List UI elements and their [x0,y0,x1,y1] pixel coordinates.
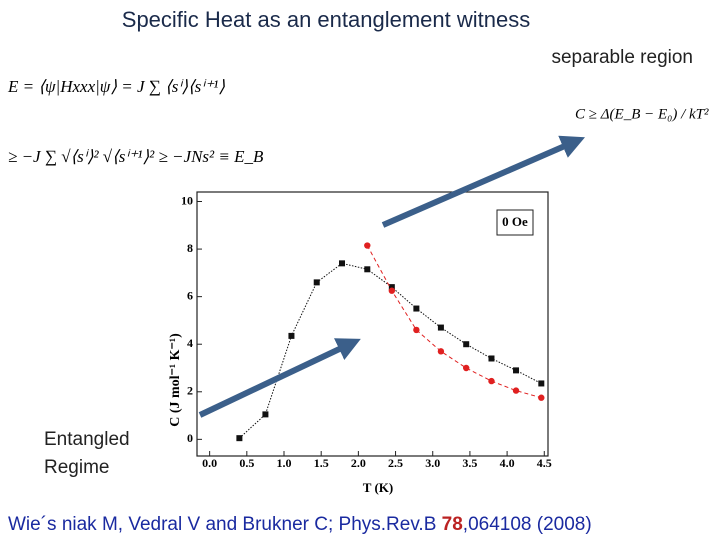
data-point [313,279,320,286]
data-point [236,435,243,442]
x-tick-label: 1.5 [314,456,329,470]
data-point [339,260,346,267]
data-point [437,348,445,355]
data-point [364,266,371,273]
equation: ≥ −J ∑ √⟨sⁱ⟩² √⟨sⁱ⁺¹⟩² ≥ −JNs² ≡ E_B [8,147,264,166]
x-tick-label: 0.5 [239,456,254,470]
arrow [381,135,586,228]
annotation: separable region [551,47,693,68]
data-point [488,355,495,362]
slide-title: Specific Heat as an entanglement witness [122,7,530,32]
x-axis-label: T (K) [363,480,393,495]
plot: 0.0 0.5 1.0 1.5 2.0 2.5 3.0 3.5 4.0 4.5 0 2 4 6 8 10 [181,193,552,469]
data-point [462,364,470,372]
data-point [388,287,396,294]
legend-label: 0 Oe [502,214,528,229]
y-tick-label: 10 [181,193,193,207]
data-point [538,380,545,387]
x-tick-label: 0.0 [202,456,217,470]
citation: Wie´s niak M, Vedral V and Brukner C; Ph… [8,514,592,535]
data-point [413,305,420,312]
y-tick-label: 8 [187,241,193,255]
data-point [388,284,395,291]
x-tick-label: 3.5 [462,456,477,470]
citation-volume: 78 [442,514,463,535]
y-tick-label: 2 [187,384,193,398]
y-tick-label: 4 [187,336,193,350]
data-point [538,394,545,401]
citation-text: Wie´s niak M, Vedral V and Brukner C; Ph… [8,514,442,535]
data-point [413,326,420,334]
y-tick-label: 0 [187,431,193,445]
y-axis-label: C (J mol⁻¹ K⁻¹) [168,333,183,427]
y-tick-label: 6 [187,288,193,302]
data-point [463,341,470,348]
x-tick-label: 4.5 [537,456,552,470]
annotation: Regime [44,457,109,478]
data-point [262,411,269,418]
x-tick-label: 4.0 [500,456,515,470]
annotation: Entangled [44,429,130,450]
plot-frame [196,191,549,457]
data-point [437,324,444,331]
arrow [198,338,361,418]
citation-text: ,064108 (2008) [463,514,592,535]
equation: C ≥ Δ(E_B − E₀) / kT² [575,106,709,122]
data-point [513,367,520,374]
equation: E = ⟨ψ|Hxxx|ψ⟩ = J ∑ ⟨sⁱ⟩⟨sⁱ⁺¹⟩ [7,77,225,96]
x-tick-label: 2.0 [351,456,366,470]
legend-box [496,209,534,236]
data-point [488,377,495,385]
data-point [364,242,371,249]
data-point [512,387,520,394]
data-point [288,332,295,339]
x-tick-label: 1.0 [277,456,292,470]
x-tick-label: 2.5 [388,456,403,470]
series-line [366,245,542,399]
x-tick-label: 3.0 [425,456,440,470]
